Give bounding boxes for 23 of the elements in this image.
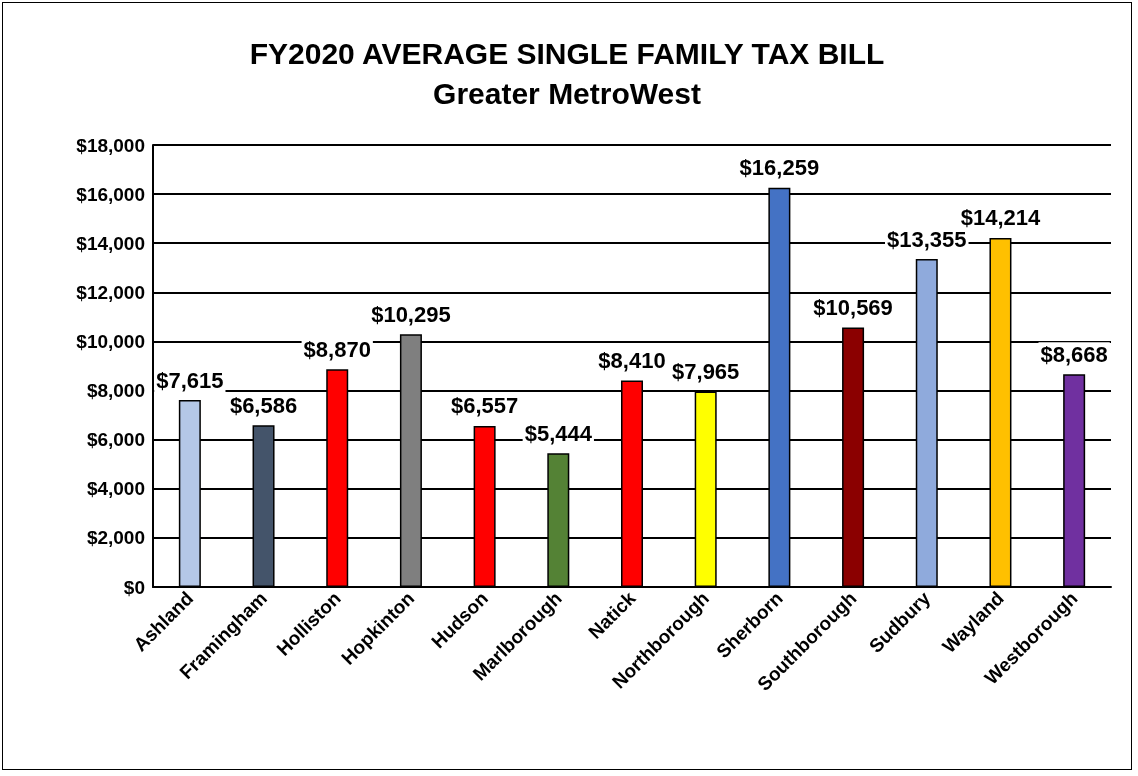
y-tick-label: $8,000 (86, 380, 145, 402)
data-label: $16,259 (739, 155, 820, 181)
y-tick-label: $18,000 (76, 134, 145, 156)
y-tick-label: $2,000 (86, 527, 145, 549)
y-tick-label: $4,000 (86, 478, 145, 500)
y-tick-label: $6,000 (86, 429, 145, 451)
data-label: $8,410 (598, 347, 666, 373)
data-label: $6,586 (229, 392, 298, 418)
data-label: $5,444 (524, 420, 593, 446)
data-label: $13,355 (887, 226, 967, 252)
y-tick-label: $14,000 (76, 232, 145, 254)
y-tick-label: $16,000 (76, 183, 145, 205)
data-label: $8,870 (303, 336, 371, 362)
data-label: $7,615 (156, 367, 224, 393)
data-label: $10,569 (813, 294, 893, 320)
y-tick-label: $10,000 (76, 330, 145, 352)
data-label: $8,668 (1040, 341, 1108, 367)
y-tick-label: $12,000 (76, 281, 145, 303)
data-label: $10,295 (371, 301, 451, 327)
data-label: $7,965 (672, 358, 740, 384)
chart-subtitle: Greater MetroWest (433, 76, 701, 110)
data-label: $6,557 (450, 393, 519, 419)
chart-title: FY2020 AVERAGE SINGLE FAMILY TAX BILL (249, 36, 885, 70)
